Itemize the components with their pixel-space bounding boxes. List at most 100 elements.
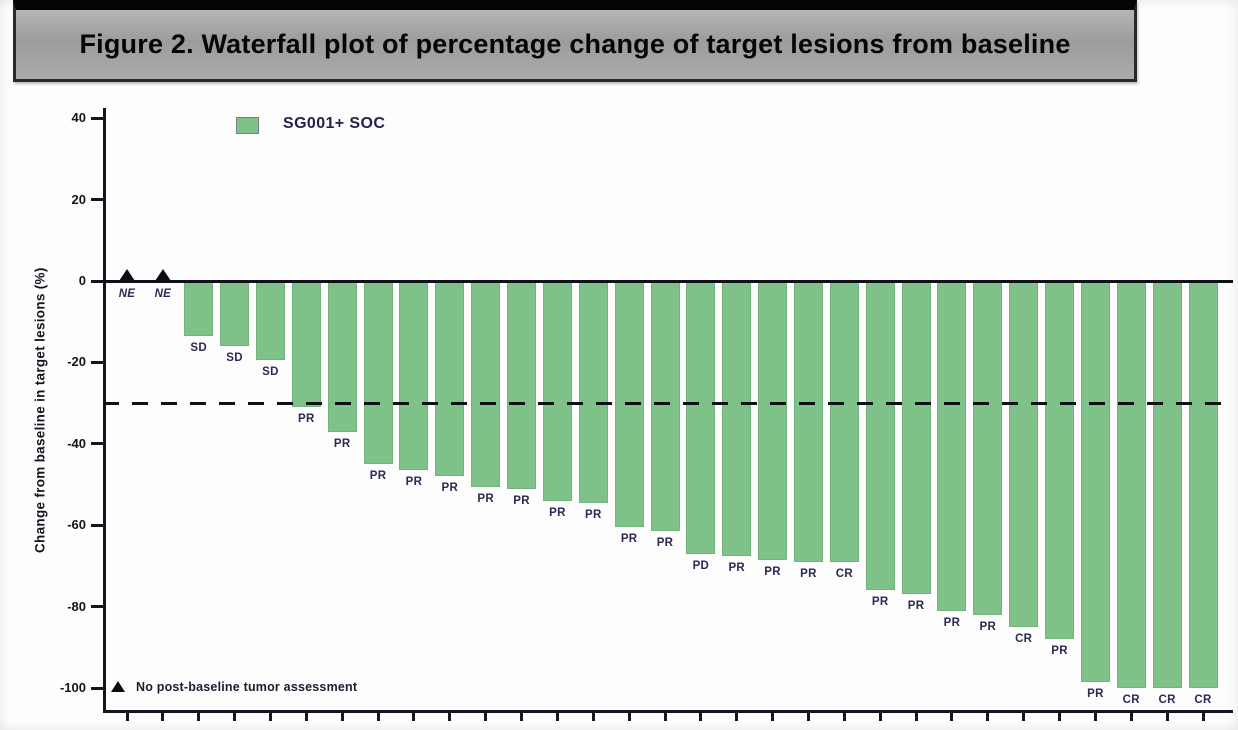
bar-label: PR <box>728 561 746 574</box>
bar <box>1009 281 1039 627</box>
bar <box>1080 281 1110 682</box>
bar-label: PR <box>405 476 423 489</box>
y-tick-label: 20 <box>71 191 86 207</box>
x-tick <box>376 713 380 721</box>
bar-label: PD <box>692 559 710 572</box>
legend-swatch <box>236 117 259 134</box>
bar <box>220 281 250 347</box>
bar-label: PR <box>298 413 315 426</box>
legend-label: SG001+ SOC <box>283 115 386 132</box>
bar-label: CR <box>1122 694 1140 706</box>
x-tick <box>1093 713 1097 721</box>
bar <box>1152 281 1182 688</box>
bar-label: NE <box>154 288 172 300</box>
x-tick <box>268 713 272 721</box>
y-tick <box>91 360 104 364</box>
bar-label: PR <box>477 492 494 505</box>
bar <box>829 281 859 562</box>
bar <box>758 281 788 560</box>
x-tick <box>591 713 595 721</box>
bar-label: NE <box>118 288 136 300</box>
y-tick <box>91 605 104 609</box>
bar-label: PR <box>333 437 351 450</box>
x-tick <box>340 713 344 721</box>
y-tick <box>91 442 104 446</box>
bar-label: PR <box>513 494 530 507</box>
x-tick <box>1165 713 1169 721</box>
x-tick <box>986 713 990 721</box>
bar <box>291 281 321 408</box>
bar <box>327 281 357 432</box>
bar <box>1188 281 1218 688</box>
bar-label: PR <box>369 470 387 483</box>
bar-label: PR <box>549 506 566 519</box>
x-tick <box>663 713 667 721</box>
bar-label: CR <box>1158 694 1176 706</box>
x-tick <box>842 713 846 721</box>
bar <box>578 281 608 503</box>
bar-label: CR <box>835 567 853 580</box>
bar <box>901 281 931 595</box>
x-tick <box>806 713 810 721</box>
bar-label: PR <box>1051 645 1068 658</box>
bar <box>650 281 680 532</box>
ne-marker-icon <box>119 269 135 281</box>
x-tick <box>627 713 631 721</box>
bar <box>973 281 1003 615</box>
bar <box>865 281 895 591</box>
x-tick <box>125 713 129 721</box>
x-tick <box>878 713 882 721</box>
bar <box>937 281 967 611</box>
x-tick <box>699 713 703 721</box>
bar <box>435 281 465 477</box>
x-tick <box>197 713 201 721</box>
bar <box>722 281 752 556</box>
y-tick-label: -20 <box>67 354 86 370</box>
bar <box>542 281 572 501</box>
bar <box>793 281 823 562</box>
bar-label: PR <box>764 565 781 578</box>
x-tick <box>735 713 739 721</box>
bar-label: CR <box>1015 632 1033 645</box>
y-tick <box>91 198 104 202</box>
x-tick <box>161 713 165 721</box>
x-tick <box>520 713 524 721</box>
x-tick <box>1129 713 1133 721</box>
bar <box>686 281 716 554</box>
bar-label: PR <box>979 620 997 633</box>
bar-label: PR <box>584 508 602 521</box>
figure-title: Figure 2. Waterfall plot of percentage c… <box>79 29 1071 59</box>
bar-label: PR <box>871 596 889 609</box>
x-axis-line <box>103 710 1233 713</box>
x-tick <box>555 713 559 721</box>
x-tick <box>1201 713 1205 721</box>
y-tick <box>91 686 104 690</box>
x-tick <box>1022 713 1026 721</box>
bar <box>255 281 285 361</box>
bar <box>363 281 393 465</box>
bar <box>184 281 214 336</box>
bar-label: PR <box>441 482 459 495</box>
bar-label: PR <box>907 600 925 613</box>
footnote-triangle-icon <box>111 681 125 692</box>
bar <box>507 281 537 489</box>
figure-title-bar: Figure 2. Waterfall plot of percentage c… <box>13 0 1137 82</box>
y-tick-label: -60 <box>67 517 86 533</box>
y-tick-label: -100 <box>59 680 86 695</box>
bar <box>399 281 429 471</box>
bar-label: PR <box>1087 687 1104 700</box>
bar-label: SD <box>262 366 279 379</box>
bar-label: CR <box>1194 694 1212 706</box>
y-tick-label: 40 <box>71 110 86 126</box>
bar <box>1116 281 1146 688</box>
footnote-text: No post-baseline tumor assessment <box>136 680 358 694</box>
x-tick <box>448 713 452 721</box>
x-tick <box>914 713 918 721</box>
bar-label: SD <box>226 352 243 365</box>
x-tick <box>412 713 416 721</box>
x-tick <box>771 713 775 721</box>
x-tick <box>304 713 308 721</box>
x-tick <box>1058 713 1062 721</box>
bar-label: PR <box>656 537 674 550</box>
